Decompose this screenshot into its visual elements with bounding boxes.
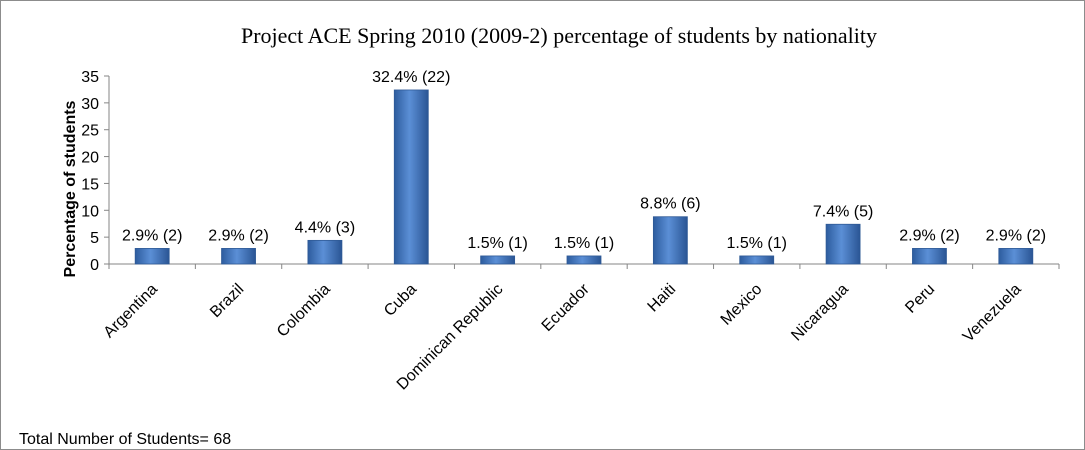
total-students-note: Total Number of Students= 68: [19, 431, 231, 448]
data-label: 1.5% (1): [726, 235, 786, 252]
data-label: 1.5% (1): [467, 235, 527, 252]
y-tick-labels: 0 5 10 15 20 25 30 35: [81, 69, 99, 274]
data-label: 4.4% (3): [295, 219, 355, 236]
bar: [480, 255, 516, 265]
bars: [134, 89, 1034, 265]
x-tick-label: Mexico: [718, 281, 766, 329]
data-label: 2.9% (2): [122, 227, 182, 244]
bar: [739, 255, 775, 265]
x-tick-label: Nicaragua: [788, 281, 852, 345]
data-label: 7.4% (5): [813, 203, 873, 220]
chart-title: Project ACE Spring 2010 (2009-2) percent…: [241, 23, 877, 48]
y-tick-label: 15: [81, 176, 99, 193]
x-tick-label: Haiti: [645, 281, 680, 316]
bar: [134, 248, 170, 265]
y-tick-label: 35: [81, 69, 99, 86]
data-label: 1.5% (1): [554, 235, 614, 252]
y-axis-label: Percentage of students: [62, 100, 79, 277]
data-labels: 2.9% (2) 2.9% (2) 4.4% (3) 32.4% (22) 1.5% (…: [122, 69, 1046, 252]
data-label: 8.8% (6): [640, 196, 700, 213]
bar: [998, 248, 1034, 265]
bar: [307, 239, 343, 265]
bar: [221, 248, 256, 265]
y-tick-label: 30: [81, 96, 99, 113]
x-tick-label: Colombia: [274, 281, 334, 341]
y-tick-label: 5: [90, 230, 99, 247]
bar: [825, 223, 861, 265]
y-tick-label: 20: [81, 150, 99, 167]
data-label: 2.9% (2): [208, 227, 268, 244]
x-tick-label: Venezuela: [960, 281, 1025, 346]
x-tick-label: Cuba: [381, 281, 420, 320]
data-label: 2.9% (2): [986, 227, 1046, 244]
bar: [652, 216, 688, 265]
x-tick-label: Brazil: [207, 281, 247, 321]
data-label: 2.9% (2): [899, 227, 959, 244]
y-tick-label: 0: [90, 257, 99, 274]
y-tick-label: 10: [81, 203, 99, 220]
x-tick-label: Ecuador: [539, 280, 594, 335]
data-label: 32.4% (22): [372, 69, 450, 86]
y-tick-label: 25: [81, 123, 99, 140]
x-tick-label: Argentina: [101, 281, 162, 342]
bar: [566, 255, 602, 265]
bar: [393, 89, 429, 265]
x-tick-label: Peru: [902, 281, 938, 317]
bar: [912, 248, 947, 265]
